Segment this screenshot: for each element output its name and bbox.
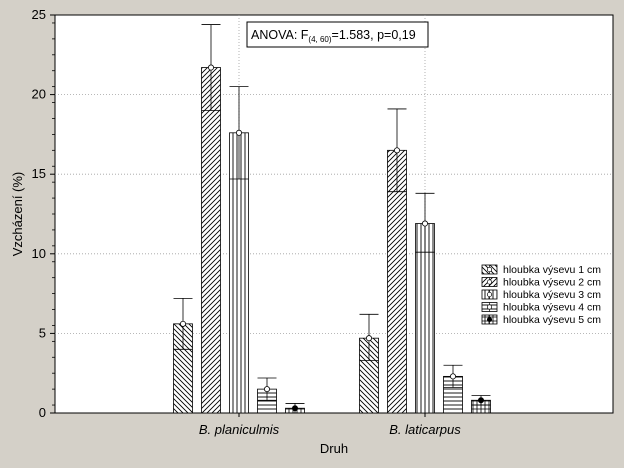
legend-label: hloubka výsevu 3 cm [503,289,601,301]
legend-marker [486,279,493,285]
annotation-suffix: =1.583, p=0,19 [332,28,416,42]
y-axis-title: Vzcházení (%) [10,172,25,257]
x-tick-label: B. planiculmis [199,422,280,437]
annotation-box [246,21,429,48]
annotation-subscript: (4, 60) [308,35,331,44]
mean-marker [207,64,214,71]
annotation-text: ANOVA: F(4, 60)=1.583, p=0,19 [251,28,416,44]
mean-marker [477,397,484,404]
mean-marker [449,373,456,380]
mean-marker [179,320,186,327]
mean-marker [263,386,270,393]
y-tick-label: 20 [32,87,46,102]
mean-marker [421,220,428,227]
x-axis-title: Druh [320,441,348,456]
mean-marker [235,129,242,136]
plot-area [54,14,614,414]
y-tick-label: 25 [32,7,46,22]
mean-marker [365,335,372,342]
mean-marker [393,147,400,154]
bar-series [173,24,491,414]
legend-label: hloubka výsevu 4 cm [503,302,601,314]
x-tick-label: B. laticarpus [389,422,461,437]
bar [201,67,221,414]
legend-marker [486,304,493,310]
anova-annotation: ANOVA: F(4, 60)=1.583, p=0,19 [246,21,429,48]
legend-marker [486,316,493,323]
mean-marker [291,405,298,412]
axes: 0 5 10 15 20 25 B. planiculmis B. laticarpus [32,7,462,437]
legend-marker [486,291,493,298]
y-tick-label: 15 [32,166,46,181]
annotation-prefix: ANOVA: F [251,28,309,42]
legend-label: hloubka výsevu 5 cm [503,314,601,326]
legend-label: hloubka výsevu 1 cm [503,264,601,276]
legend-label: hloubka výsevu 2 cm [503,277,601,289]
y-tick-label: 5 [39,325,46,340]
y-tick-label: 0 [39,405,46,420]
y-tick-label: 10 [32,246,46,261]
legend-marker [486,266,493,273]
